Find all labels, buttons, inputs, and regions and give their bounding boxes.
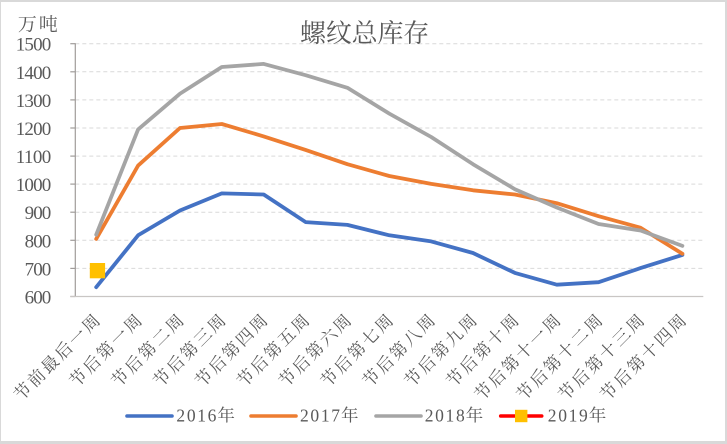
svg-text:800: 800 (25, 231, 52, 252)
svg-text:2017: 2017 (300, 405, 340, 425)
svg-text:1300: 1300 (16, 91, 52, 112)
svg-text:900: 900 (25, 203, 52, 224)
svg-text:1400: 1400 (16, 63, 52, 84)
svg-text:600: 600 (25, 288, 52, 309)
svg-text:2018: 2018 (425, 405, 465, 425)
svg-text:700: 700 (25, 259, 52, 280)
svg-text:2016: 2016 (176, 405, 216, 425)
svg-text:1000: 1000 (16, 175, 52, 196)
svg-text:1500: 1500 (16, 35, 52, 56)
svg-text:2019: 2019 (548, 405, 588, 425)
svg-text:1100: 1100 (16, 147, 52, 168)
svg-text:1200: 1200 (16, 119, 52, 140)
